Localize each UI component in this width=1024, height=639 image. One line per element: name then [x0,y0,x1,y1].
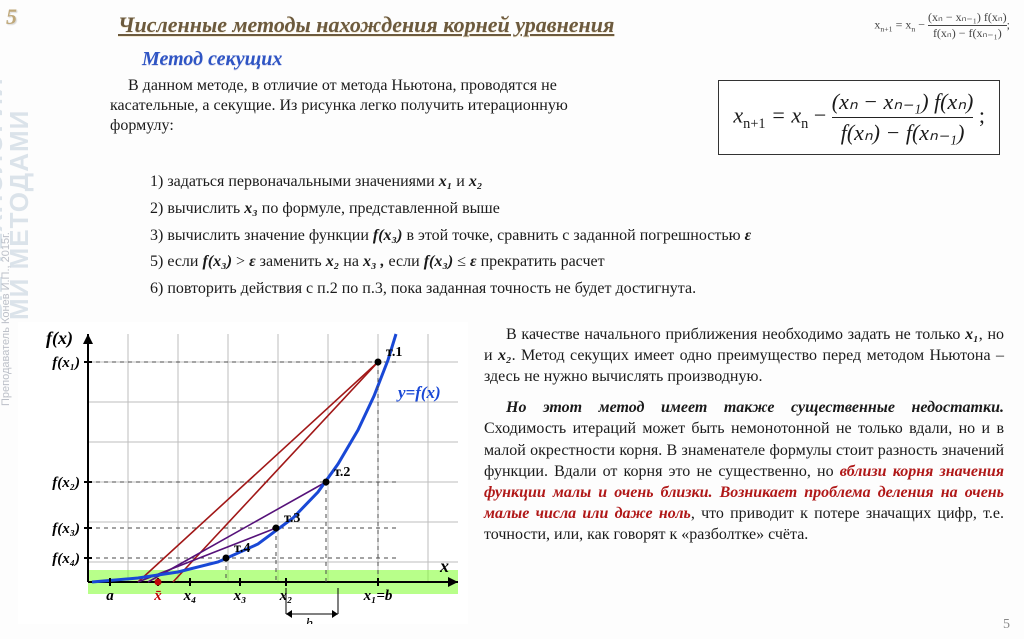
subtitle: Метод секущих [142,48,282,71]
intro-text: В данном методе, в отличие от метода Нью… [110,76,630,136]
step-1: 1) задаться первоначальными значениями x… [150,170,986,195]
explanation-text: В качестве начального приближения необхо… [484,324,1004,555]
page-number-bottom: 5 [1003,617,1010,633]
svg-text:h₀: h₀ [306,616,319,624]
svg-text:т.1: т.1 [386,345,402,360]
svg-text:x₃: x₃ [233,588,247,604]
svg-text:f(x₂): f(x₂) [52,475,80,491]
svg-text:т.3: т.3 [284,511,300,526]
secant-method-plot: f(x) x f(x₁) f(x₂) f(x₃) f(x₄) y=f(x) т.1 т.2 т.3… [18,322,468,624]
svg-text:x₄: x₄ [183,588,197,604]
svg-text:f(x₄): f(x₄) [52,551,80,567]
watermark-2: МИ МЕТОДАМИ [4,110,35,320]
step-6: 6) повторить действия с п.2 по п.3, пока… [150,277,986,302]
svg-text:y=f(x): y=f(x) [396,383,441,402]
svg-text:f(x₁): f(x₁) [52,355,80,371]
algorithm-steps: 1) задаться первоначальными значениями x… [150,170,986,304]
svg-text:x: x [439,556,449,576]
svg-text:т.2: т.2 [334,465,350,480]
header-formula: xn+1 = xn − (xₙ − xₙ₋₁) f(xₙ)f(xₙ) − f(x… [874,10,1010,41]
para-advantage: В качестве начального приближения необхо… [484,324,1004,387]
step-2: 2) вычислить x₃ по формуле, представленн… [150,197,986,222]
svg-text:x₁=b: x₁=b [363,588,393,604]
page-number-top: 5 [6,4,17,30]
page-title: Численные методы нахождения корней уравн… [118,12,614,38]
svg-text:т.4: т.4 [234,541,250,556]
step-3: 3) вычислить значение функции f(x₃) в эт… [150,224,986,249]
para-drawback: Но этот метод имеет также существенные н… [484,397,1004,545]
iteration-formula-box: xn+1 = xn − (xₙ − xₙ₋₁) f(xₙ) f(xₙ) − f(… [718,80,1000,155]
step-5: 5) если f(x₃) > ε заменить x₂ на x₃ , ес… [150,250,986,275]
svg-text:f(x₃): f(x₃) [52,521,80,537]
svg-text:a: a [106,588,114,604]
svg-text:x̄: x̄ [153,588,162,604]
svg-text:f(x): f(x) [46,328,73,349]
